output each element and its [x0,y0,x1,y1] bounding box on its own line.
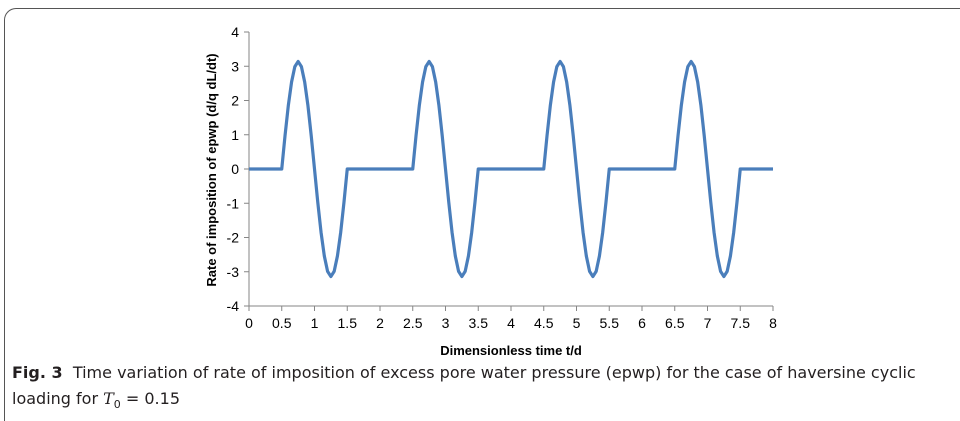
y-tick-label: -4 [227,298,240,314]
y-tick-label: -3 [227,264,240,280]
series-line [249,59,773,279]
x-tick-label: 0.5 [272,315,292,331]
x-tick-label: 4 [507,315,515,331]
caption-label: Fig. 3 [12,363,63,382]
x-tick-label: 6.5 [665,315,685,331]
caption-subscript: 0 [113,398,121,412]
figure-caption: Fig. 3 Time variation of rate of imposit… [12,360,942,418]
x-tick-label: 1 [311,315,319,331]
x-tick-label: 2 [376,315,384,331]
y-tick-label: 3 [231,58,239,74]
y-tick-label: 0 [231,161,239,177]
y-tick-label: 2 [231,93,239,109]
x-tick-label: 5 [573,315,581,331]
x-tick-label: 3 [442,315,450,331]
x-tick-label: 3.5 [469,315,489,331]
frame-left-border [4,22,5,421]
y-axis-label: Rate of imposition of epwp (d/q dL/dt) [204,53,219,286]
x-tick-label: 0 [245,315,253,331]
x-tick-label: 5.5 [600,315,620,331]
y-tick-label: 4 [231,24,239,40]
x-tick-label: 1.5 [338,315,358,331]
y-tick-label: 1 [231,127,239,143]
x-tick-label: 8 [769,315,777,331]
y-tick-label: -2 [227,230,240,246]
x-tick-label: 6 [638,315,646,331]
caption-text: Time variation of rate of imposition of … [12,363,916,408]
x-tick-label: 7.5 [731,315,751,331]
y-tick-label: -1 [227,195,240,211]
y-tick-labels: 4 3 2 1 0 -1 -2 -3 -4 [227,24,240,314]
frame-top-border [18,8,960,9]
x-tick-label: 7 [704,315,712,331]
axes [244,31,774,311]
caption-symbol: T [103,389,114,408]
x-tick-label: 2.5 [403,315,423,331]
x-tick-labels: 0 0.5 1 1.5 2 2.5 3 3.5 4 4.5 5 5.5 6 6.5 7 7.5 8 [245,315,777,331]
caption-equals: = 0.15 [120,389,180,408]
x-axis-label: Dimensionless time t/d [440,343,582,358]
frame-corner [4,8,19,23]
x-tick-label: 4.5 [534,315,554,331]
